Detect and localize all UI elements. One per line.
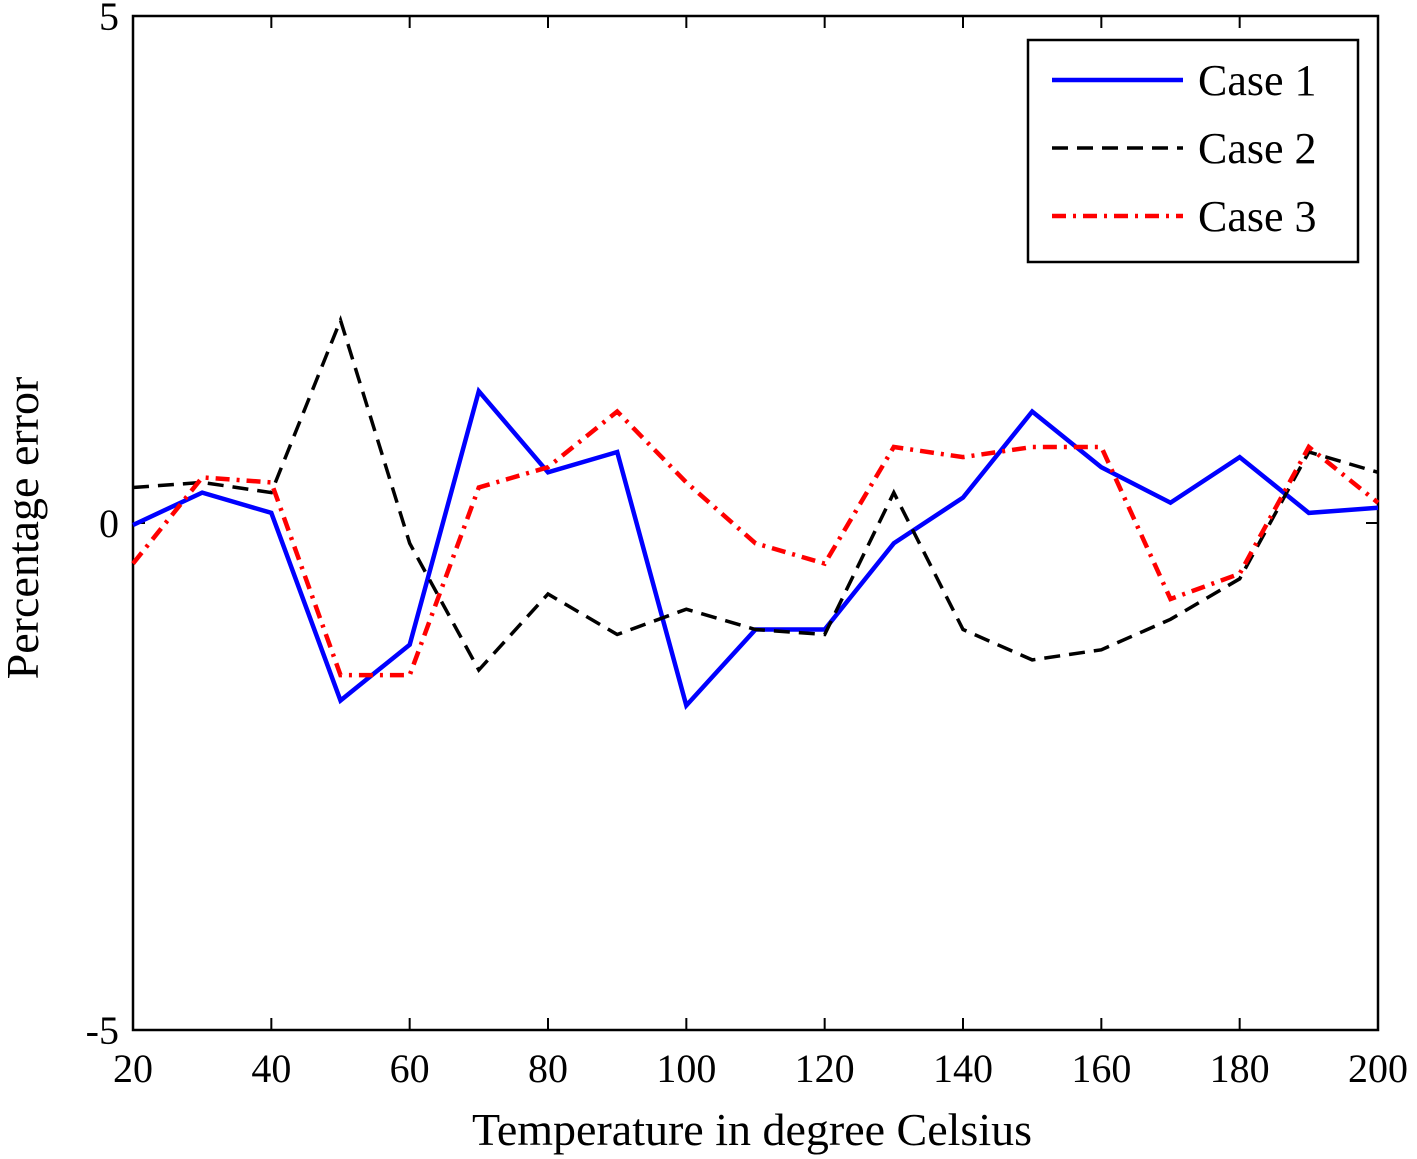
- ticks: [132, 15, 1379, 1031]
- x-tick-label: 160: [1071, 1046, 1131, 1091]
- legend-label-case-1: Case 1: [1198, 56, 1317, 105]
- x-tick-label: 40: [251, 1046, 291, 1091]
- legend: Case 1 Case 2 Case 3: [1026, 38, 1360, 264]
- x-tick-label: 100: [656, 1046, 716, 1091]
- x-tick-label: 200: [1348, 1046, 1408, 1091]
- y-tick-label: 0: [99, 501, 119, 546]
- x-axis-title: Temperature in degree Celsius: [472, 1104, 1032, 1155]
- y-axis-title: Percentage error: [0, 377, 48, 680]
- legend-label-case-2: Case 2: [1198, 124, 1317, 173]
- legend-box: [1026, 38, 1360, 264]
- series-layer: [131, 314, 1380, 711]
- x-tick-label: 180: [1210, 1046, 1270, 1091]
- x-tick-label: 120: [795, 1046, 855, 1091]
- y-tick-label: 5: [99, 0, 119, 39]
- x-tick-label: 20: [113, 1046, 153, 1091]
- y-tick-label: -5: [86, 1008, 119, 1053]
- tick-labels: 20 40 60 80 100 120 140 160 180 200 -5 0 5: [86, 0, 1408, 1091]
- series-line-case-3: [131, 408, 1380, 678]
- series-line-case-2: [132, 314, 1379, 673]
- legend-label-case-3: Case 3: [1198, 192, 1317, 241]
- x-tick-label: 60: [390, 1046, 430, 1091]
- x-tick-label: 80: [528, 1046, 568, 1091]
- x-tick-label: 140: [933, 1046, 993, 1091]
